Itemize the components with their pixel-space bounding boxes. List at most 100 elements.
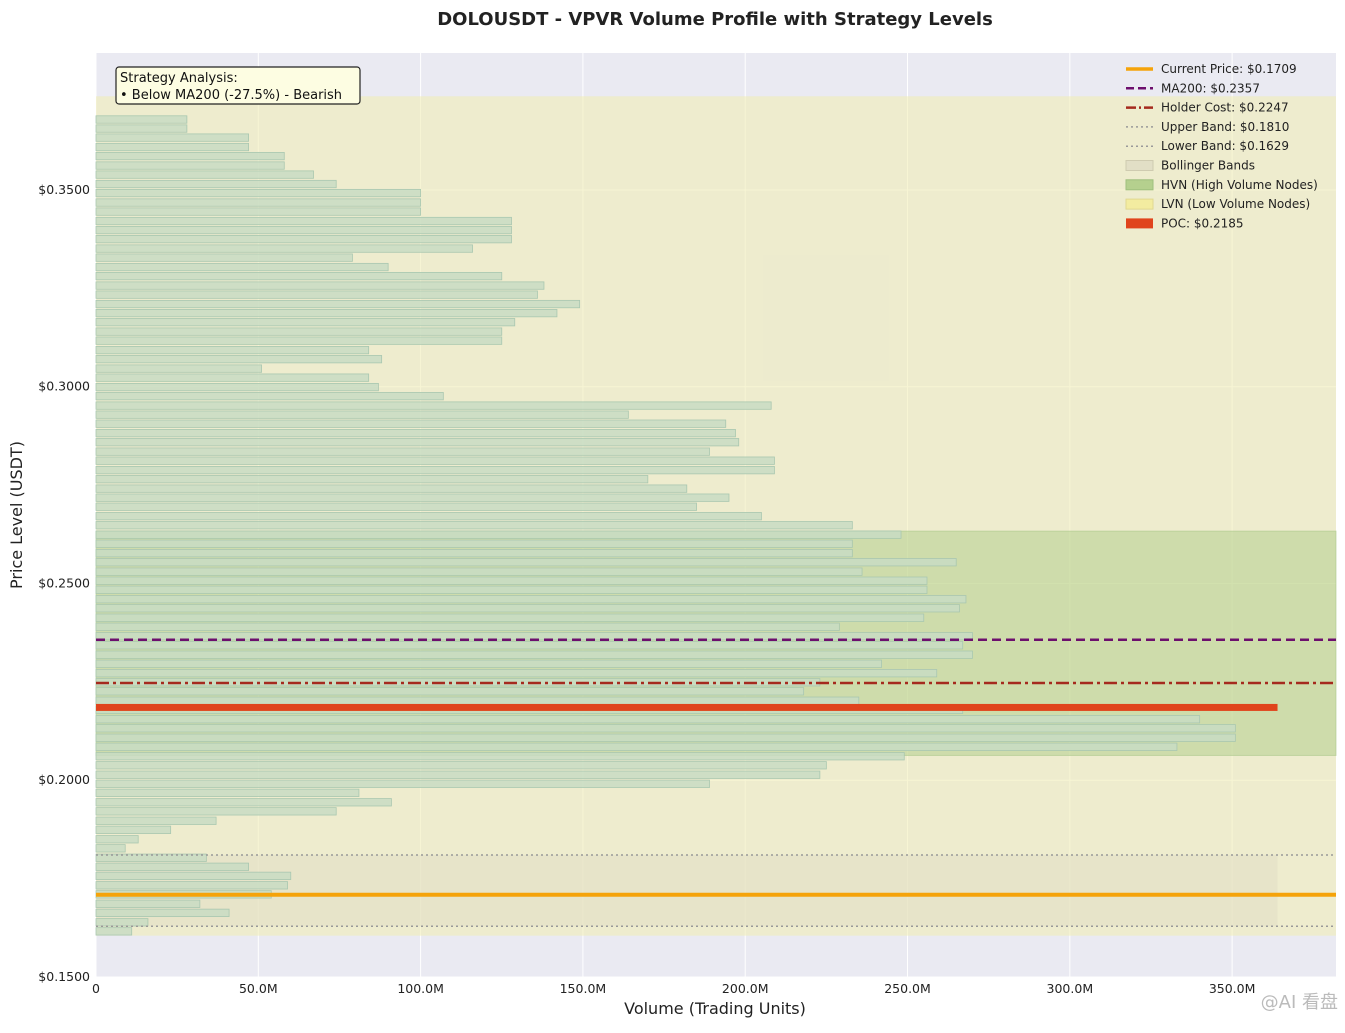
volume-bar-16: [95, 779, 710, 788]
volume-bar-58: [95, 392, 444, 401]
volume-bar-6: [95, 871, 292, 880]
y-tick-label-2: $0.2500: [38, 575, 90, 590]
bollinger-zone: [96, 855, 1278, 927]
volume-bar-11: [95, 825, 172, 834]
volume-bar-44: [95, 521, 853, 530]
chart-title: DOLOUSDT - VPVR Volume Profile with Stra…: [437, 9, 993, 30]
volume-bar-38: [95, 576, 928, 585]
volume-bar-15: [95, 788, 360, 797]
volume-bar-0: [95, 927, 133, 936]
y-tick-label-0: $0.1500: [38, 969, 90, 984]
x-tick-label-2: 100.0M: [397, 981, 444, 996]
y-tick-label-4: $0.3500: [38, 182, 90, 197]
volume-bar-60: [95, 373, 370, 382]
volume-bar-59: [95, 382, 379, 392]
volume-bar-65: [95, 327, 503, 336]
volume-bar-10: [95, 835, 139, 844]
volume-bar-57: [95, 401, 772, 410]
volume-bar-80: [95, 188, 422, 198]
volume-bar-37: [95, 585, 928, 594]
legend-label-lower: Lower Band: $0.1629: [1161, 139, 1289, 153]
volume-bar-9: [95, 844, 126, 853]
volume-bar-36: [95, 595, 967, 604]
volume-bar-39: [95, 567, 863, 576]
annotation-line: • Below MA200 (-27.5%) - Bearish: [120, 88, 342, 103]
x-axis-label: Volume (Trading Units): [624, 999, 806, 1018]
volume-bar-83: [95, 161, 285, 170]
volume-bar-35: [95, 604, 960, 613]
legend-label-lvn: LVN (Low Volume Nodes): [1161, 197, 1310, 211]
volume-bar-17: [95, 770, 821, 779]
volume-bar-1: [95, 918, 149, 927]
legend-swatch-poc: [1126, 218, 1153, 229]
volume-bar-71: [95, 272, 503, 281]
annotation-title: Strategy Analysis:: [120, 71, 238, 86]
volume-bar-74: [95, 244, 473, 253]
volume-bar-48: [95, 484, 688, 493]
volume-bar-41: [95, 549, 853, 558]
volume-bar-78: [95, 207, 422, 216]
legend: Current Price: $0.1709 MA200: $0.2357 Hold…: [1125, 62, 1318, 230]
watermark: @AI 看盘: [1261, 992, 1338, 1013]
volume-bar-88: [95, 115, 188, 124]
volume-bar-40: [95, 558, 957, 567]
volume-bar-14: [95, 798, 392, 807]
volume-bar-72: [95, 262, 389, 272]
volume-bars: [95, 115, 1236, 936]
volume-bar-79: [95, 198, 422, 207]
x-axis-ticks: 0 50.0M 100.0M 150.0M 200.0M 250.0M 300.0M 350.…: [92, 981, 1255, 996]
volume-bar-63: [95, 346, 370, 355]
legend-label-bollinger: Bollinger Bands: [1161, 159, 1255, 173]
volume-bar-42: [95, 539, 853, 548]
legend-label-holder: Holder Cost: $0.2247: [1161, 101, 1289, 115]
legend-swatch-hvn: [1125, 179, 1154, 191]
y-tick-label-1: $0.2000: [38, 772, 90, 787]
x-tick-label-7: 350.0M: [1209, 981, 1256, 996]
volume-bar-18: [95, 761, 827, 770]
volume-bar-56: [95, 410, 629, 419]
volume-bar-76: [95, 225, 512, 235]
x-tick-label-0: 0: [92, 981, 100, 996]
volume-bar-12: [95, 816, 217, 825]
volume-bar-21: [95, 733, 1236, 742]
volume-bar-61: [95, 364, 262, 373]
volume-bar-8: [95, 853, 207, 862]
volume-bar-3: [95, 899, 201, 908]
volume-bar-49: [95, 475, 649, 484]
volume-bar-22: [95, 724, 1236, 733]
volume-bar-30: [95, 650, 973, 659]
volume-bar-33: [95, 622, 840, 631]
volume-bar-31: [95, 641, 964, 650]
volume-bar-46: [95, 502, 697, 511]
volume-bar-64: [95, 336, 503, 345]
level-lines: [96, 638, 1336, 927]
volume-bar-54: [95, 429, 736, 438]
volume-bar-23: [95, 715, 1201, 724]
volume-bar-34: [95, 613, 925, 622]
volume-bar-84: [95, 151, 285, 161]
legend-label-current: Current Price: $0.1709: [1161, 62, 1297, 76]
volume-bar-20: [95, 742, 1178, 751]
y-tick-label-3: $0.3000: [38, 379, 90, 394]
volume-bar-81: [95, 179, 337, 189]
volume-bar-75: [95, 235, 512, 244]
y-axis-ticks: $0.1500 $0.2000 $0.2500 $0.3000 $0.3500: [38, 182, 90, 984]
volume-bar-86: [95, 133, 249, 142]
volume-bar-19: [95, 752, 905, 761]
volume-bar-25: [95, 696, 860, 705]
x-tick-label-4: 200.0M: [722, 981, 769, 996]
volume-bar-28: [95, 669, 938, 678]
volume-bar-5: [95, 881, 288, 890]
volume-bar-55: [95, 419, 727, 428]
volume-bar-82: [95, 170, 314, 179]
x-tick-label-1: 50.0M: [239, 981, 278, 996]
legend-swatch-bollinger: [1125, 160, 1154, 171]
volume-bar-51: [95, 456, 775, 465]
watermark-text: @AI 看盘: [1261, 992, 1338, 1013]
volume-bar-50: [95, 466, 775, 475]
volume-bar-47: [95, 493, 730, 502]
legend-label-upper: Upper Band: $0.1810: [1161, 120, 1289, 134]
x-tick-label-5: 250.0M: [884, 981, 931, 996]
